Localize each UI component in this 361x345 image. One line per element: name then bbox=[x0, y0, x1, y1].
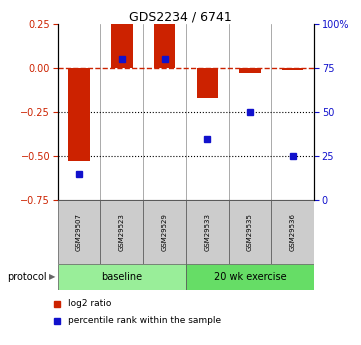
Text: log2 ratio: log2 ratio bbox=[68, 299, 112, 308]
Bar bbox=[186, 200, 229, 264]
Text: baseline: baseline bbox=[101, 272, 142, 282]
Bar bbox=[239, 68, 261, 73]
Bar bbox=[58, 200, 100, 264]
Bar bbox=[69, 68, 90, 161]
Bar bbox=[58, 264, 186, 290]
Text: protocol: protocol bbox=[7, 272, 47, 282]
Bar bbox=[271, 200, 314, 264]
Bar bbox=[282, 68, 303, 70]
Text: 20 wk exercise: 20 wk exercise bbox=[214, 272, 286, 282]
Bar bbox=[197, 68, 218, 98]
Bar bbox=[229, 200, 271, 264]
Text: GSM29507: GSM29507 bbox=[76, 213, 82, 251]
Text: GSM29533: GSM29533 bbox=[204, 213, 210, 251]
Text: GSM29529: GSM29529 bbox=[162, 213, 168, 251]
Text: GDS2234 / 6741: GDS2234 / 6741 bbox=[129, 10, 232, 23]
Bar bbox=[143, 200, 186, 264]
Text: GSM29523: GSM29523 bbox=[119, 213, 125, 251]
Text: percentile rank within the sample: percentile rank within the sample bbox=[68, 316, 221, 325]
Bar bbox=[100, 200, 143, 264]
Text: GSM29535: GSM29535 bbox=[247, 213, 253, 251]
Text: GSM29536: GSM29536 bbox=[290, 213, 296, 251]
Bar bbox=[154, 24, 175, 68]
Text: ▶: ▶ bbox=[49, 272, 56, 282]
Bar bbox=[186, 264, 314, 290]
Bar bbox=[111, 24, 132, 68]
